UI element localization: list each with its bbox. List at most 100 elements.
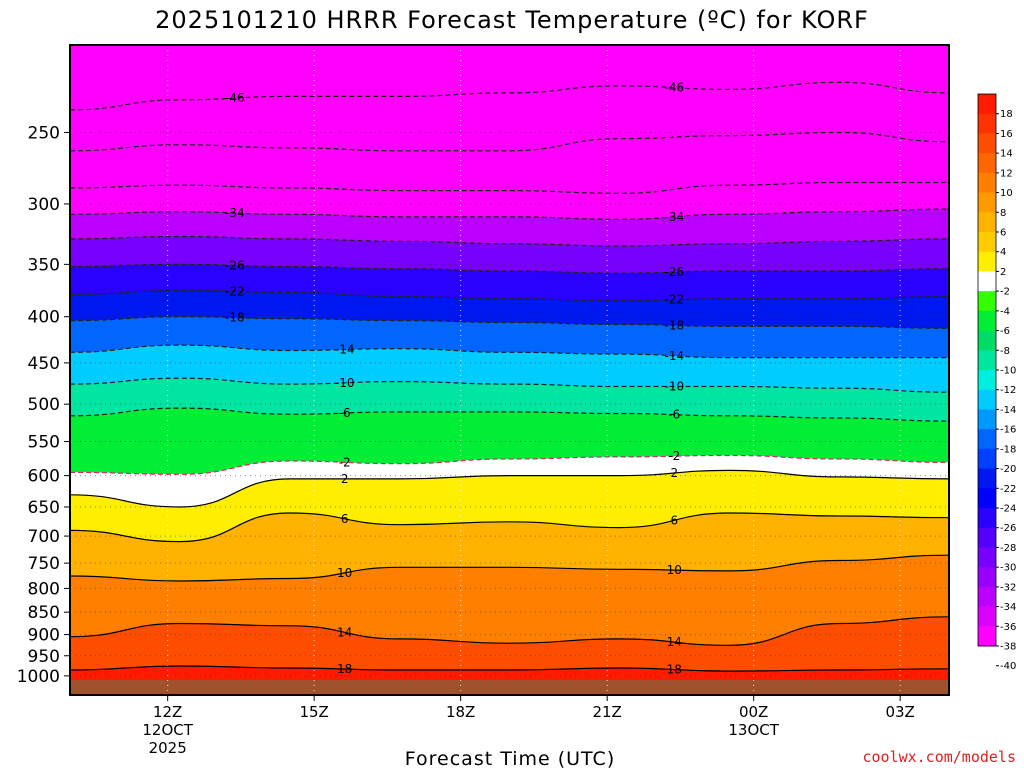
y-axis: 250 300 350 400 450 500 550 600 650 700 750 800 850 9…	[17, 123, 70, 687]
temperature-fill-bands	[70, 45, 949, 695]
contour--18	[70, 316, 949, 329]
y-tick-label: 1000	[17, 667, 60, 687]
colorbar-label: -18	[1000, 444, 1016, 455]
contour-10	[70, 554, 949, 582]
colorbar-swatch	[978, 94, 996, 115]
contour-lines	[70, 45, 949, 695]
colorbar-swatch	[978, 567, 996, 588]
contour-label--14: -14	[335, 343, 355, 357]
colorbar-label: -12	[1000, 385, 1016, 396]
colorbar-label: -22	[1000, 484, 1016, 495]
colorbar-label: 6	[1000, 228, 1006, 239]
colorbar-label: -10	[1000, 366, 1016, 377]
x-tick-label: 18Z	[446, 703, 475, 721]
colorbar-swatch	[978, 370, 996, 391]
colorbar-label: -24	[1000, 504, 1016, 515]
contour--46	[70, 81, 949, 111]
y-tick-label: 400	[28, 308, 60, 328]
contour--6	[70, 407, 949, 422]
colorbar-swatch	[978, 586, 996, 608]
colorbar-swatch	[978, 133, 996, 154]
contour-label-14: 14	[667, 635, 682, 649]
y-tick-label: 750	[28, 554, 60, 574]
contour--26	[70, 263, 949, 274]
chart-title: 2025101210 HRRR Forecast Temperature (ºC…	[155, 6, 869, 34]
colorbar-swatch	[978, 429, 996, 450]
colorbar-swatch	[978, 172, 996, 194]
contour-label--6: -6	[668, 408, 680, 422]
colorbar-swatch	[978, 606, 996, 627]
x-tick-label: 03Z	[885, 703, 914, 721]
contour--30	[70, 235, 949, 247]
contour-label--34: -34	[665, 210, 685, 224]
colorbar-label: -36	[1000, 622, 1016, 633]
contour-label-6: 6	[670, 513, 678, 527]
contour-label--26: -26	[225, 258, 245, 272]
colorbar-label: -14	[1000, 405, 1016, 416]
colorbar-label: -34	[1000, 602, 1016, 613]
contour-label-10: 10	[337, 566, 352, 580]
y-tick-label: 250	[28, 123, 60, 143]
contour-labels: 18 18 14 14 10 10 6 6 2 2 -2 -2 -6 -6 -10 -10 -14 -14 -18 -…	[225, 81, 684, 677]
colorbar-label: -38	[1000, 642, 1016, 653]
colorbar-label: -4	[1000, 306, 1010, 317]
x-tick-label: 21Z	[592, 703, 621, 721]
contour-label--18: -18	[225, 311, 245, 325]
colorbar-swatch	[978, 251, 996, 272]
colorbar-label: -20	[1000, 464, 1016, 475]
contour-label-2: 2	[670, 466, 678, 480]
colorbar-label: -40	[1000, 661, 1016, 672]
colorbar-swatch	[978, 212, 996, 233]
contour-label-6: 6	[341, 512, 349, 526]
contour-label-18: 18	[337, 662, 352, 676]
contour-label--2: -2	[339, 455, 351, 469]
contour-label--22: -22	[665, 293, 685, 307]
y-tick-label: 700	[28, 527, 60, 547]
contour-label--22: -22	[225, 284, 245, 298]
colorbar-label: 14	[1000, 149, 1013, 160]
contour-label--46: -46	[225, 91, 245, 105]
y-tick-label: 450	[28, 354, 60, 374]
ground-strip	[70, 679, 949, 695]
y-tick-label: 550	[28, 433, 60, 453]
x-tick-label: 00Z	[739, 703, 768, 721]
contour-label--18: -18	[665, 318, 685, 332]
colorbar-label: 12	[1000, 168, 1013, 179]
colorbar-label: -26	[1000, 523, 1016, 534]
contour-label--26: -26	[665, 265, 685, 279]
colorbar-swatch	[978, 626, 996, 647]
colorbar-label: -30	[1000, 563, 1016, 574]
colorbar-label: -16	[1000, 425, 1016, 436]
contour-label-18: 18	[667, 663, 682, 677]
colorbar-label: -32	[1000, 582, 1016, 593]
colorbar-swatch	[978, 488, 996, 509]
colorbar-swatch	[978, 192, 996, 213]
contour-label--46: -46	[665, 81, 685, 95]
colorbar-swatch	[978, 330, 996, 351]
x-tick-label: 12Z	[153, 703, 182, 721]
contour--2	[70, 454, 949, 475]
colorbar-swatch	[978, 310, 996, 332]
contour-label--2: -2	[668, 449, 680, 463]
y-tick-label: 850	[28, 603, 60, 623]
colorbar-swatch	[978, 448, 996, 470]
colorbar-swatch	[978, 271, 996, 292]
contour--22	[70, 289, 949, 302]
colorbar-swatch	[978, 291, 996, 312]
colorbar-swatch	[978, 350, 996, 371]
colorbar-label: 18	[1000, 109, 1013, 120]
credit-text: coolwx.com/models	[862, 748, 1016, 766]
contour-2	[70, 469, 949, 508]
colorbar-legend: 18 16 14 12 10 8 6 4 2 -2 -4 -6 -8 -10 -12 -14 -16 -18 -20…	[977, 93, 1016, 672]
contour--10	[70, 377, 949, 393]
colorbar-label: 2	[1000, 267, 1006, 278]
colorbar-swatch	[978, 508, 996, 529]
y-tick-label: 950	[28, 647, 60, 667]
contour--42	[70, 131, 949, 152]
colorbar-label: 10	[1000, 188, 1013, 199]
colorbar-swatch	[978, 153, 996, 174]
y-tick-label: 800	[28, 579, 60, 599]
x-tick-label: 15Z	[299, 703, 328, 721]
contour-label-10: 10	[667, 563, 682, 577]
